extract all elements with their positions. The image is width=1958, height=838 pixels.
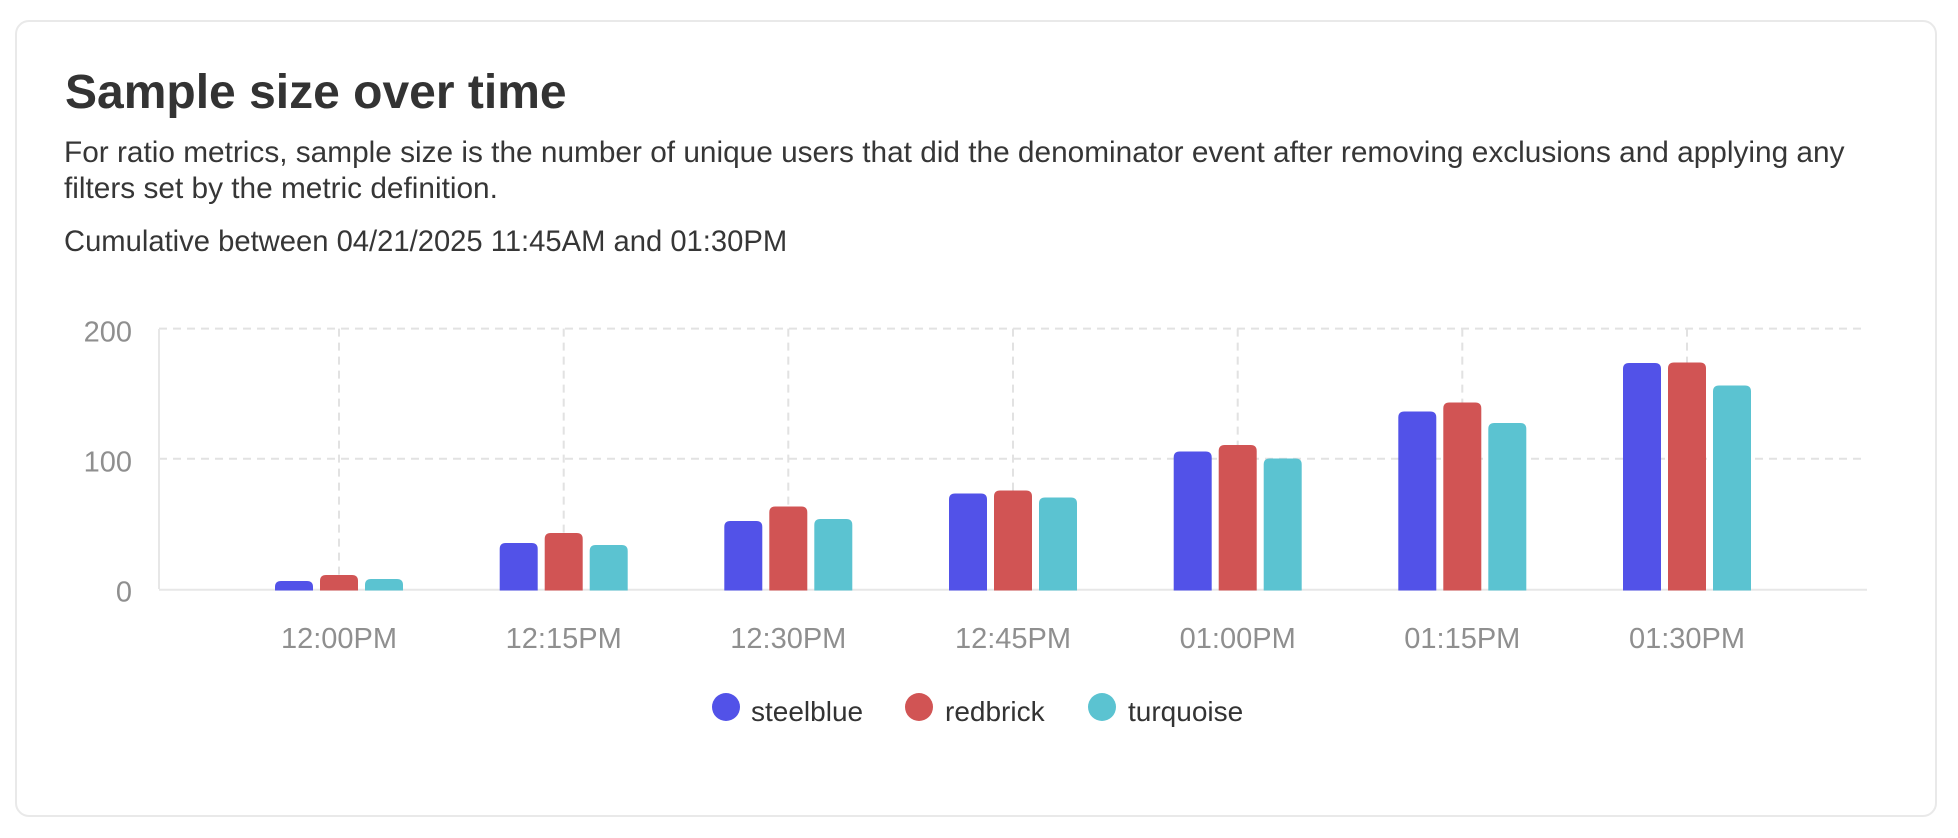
svg-text:200: 200: [84, 317, 132, 349]
svg-text:12:15PM: 12:15PM: [506, 623, 622, 655]
svg-text:01:15PM: 01:15PM: [1404, 623, 1520, 655]
svg-text:12:45PM: 12:45PM: [955, 623, 1071, 655]
svg-text:01:00PM: 01:00PM: [1180, 623, 1296, 655]
svg-text:12:30PM: 12:30PM: [730, 623, 846, 655]
svg-text:12:00PM: 12:00PM: [281, 623, 397, 655]
svg-text:100: 100: [84, 447, 132, 479]
svg-text:01:30PM: 01:30PM: [1629, 623, 1745, 655]
svg-text:0: 0: [116, 577, 132, 609]
